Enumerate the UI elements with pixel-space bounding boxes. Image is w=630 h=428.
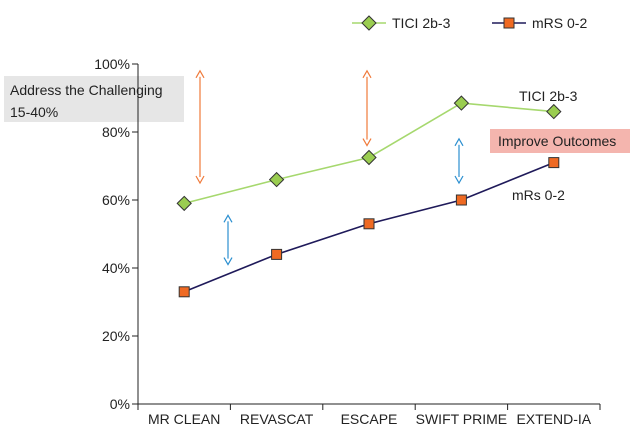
outcomes-annotation: Improve Outcomes (498, 133, 616, 149)
y-tick-label: 20% (102, 328, 130, 344)
mrs-point (271, 248, 283, 260)
arrow-head-top (454, 137, 464, 147)
axes (137, 64, 600, 405)
arrow-head-bottom (195, 175, 205, 185)
y-tick-label: 0% (110, 396, 130, 412)
challenge-annotation-line1: Address the Challenging (10, 82, 163, 98)
outcomes-annotation-box (490, 129, 630, 153)
x-tick-label: SWIFT PRIME (416, 411, 508, 427)
arrow-head-top (362, 69, 372, 79)
tici-point (176, 195, 192, 212)
arrow-head-bottom (223, 257, 233, 266)
y-tick-label: 100% (94, 56, 130, 72)
challenge-arrow-1 (195, 69, 205, 185)
mrs-series-label: mRs 0-2 (512, 187, 565, 203)
x-tick-label: EXTEND-IA (516, 411, 591, 427)
gap-arrow-1 (223, 214, 233, 266)
range-arrows (195, 69, 464, 266)
tici-point (361, 149, 377, 166)
tici-point (268, 171, 285, 188)
arrow-head-top (195, 69, 205, 79)
tici-series-label: TICI 2b-3 (519, 88, 578, 104)
x-tick-label: REVASCAT (240, 411, 314, 427)
x-tick-label: MR CLEAN (148, 411, 220, 427)
tici-point (546, 103, 562, 120)
legend-label: TICI 2b-3 (392, 15, 451, 31)
y-ticks: 0% 20% 40% 60% 80% 100% (94, 56, 138, 412)
challenge-annotation-line2: 15-40% (10, 104, 58, 120)
arrow-head-top (223, 214, 233, 223)
challenge-annotation-box (4, 76, 184, 122)
mrs-point (548, 157, 560, 169)
challenge-arrow-2 (362, 69, 372, 147)
legend-marker-diamond (361, 15, 377, 31)
x-ticks: MR CLEAN REVASCAT ESCAPE SWIFT PRIME EXTEND-… (137, 404, 601, 427)
y-tick-label: 60% (102, 192, 130, 208)
legend: TICI 2b-3 mRS 0-2 (352, 15, 587, 31)
x-tick-label: ESCAPE (341, 411, 398, 427)
legend-marker-square (503, 17, 515, 29)
mrs-point (178, 286, 190, 298)
series-group (176, 95, 562, 298)
gap-arrow-2 (454, 137, 464, 185)
arrow-head-bottom (362, 138, 372, 147)
mrs-point (455, 194, 467, 206)
tici-point (453, 95, 470, 111)
legend-label: mRS 0-2 (532, 15, 587, 31)
y-tick-label: 80% (102, 124, 130, 140)
arrow-head-bottom (454, 175, 464, 185)
y-tick-label: 40% (102, 260, 130, 276)
mrs-point (363, 218, 375, 230)
